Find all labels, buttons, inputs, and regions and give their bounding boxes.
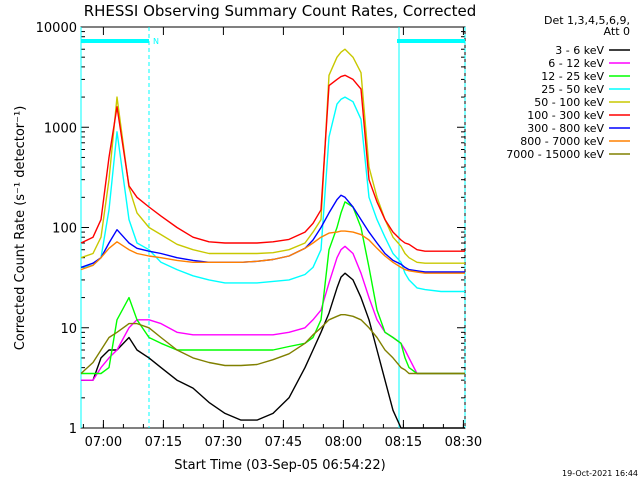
legend-entry-label: 800 - 7000 keV <box>520 135 604 148</box>
y-tick-label: 100 <box>52 222 77 237</box>
legend-entry-label: 3 - 6 keV <box>555 44 604 57</box>
legend-entry-label: 50 - 100 keV <box>534 96 604 109</box>
x-tick-label: 07:45 <box>265 435 302 450</box>
y-tick-label: 10 <box>60 322 77 337</box>
legend-entry-label: 12 - 25 keV <box>541 70 604 83</box>
plot-area: 1 10 100 1000 10000 07:00 07:15 07:30 07:45 08:00… <box>36 21 482 450</box>
series-line <box>80 194 465 273</box>
legend-entry-label: 300 - 800 keV <box>527 122 604 135</box>
legend-header: Det 1,3,4,5,6,9, <box>544 14 630 27</box>
x-tick-label: 08:00 <box>325 435 362 450</box>
x-tick-label: 07:00 <box>85 435 122 450</box>
series-line <box>80 230 465 274</box>
series-line <box>80 48 465 264</box>
legend-header: Att 0 <box>604 25 630 38</box>
x-tick-label: 08:30 <box>445 435 482 450</box>
legend-entry-label: 6 - 12 keV <box>548 57 604 70</box>
legend-entry-label: 25 - 50 keV <box>541 83 604 96</box>
x-axis-label: Start Time (03-Sep-05 06:54:22) <box>174 458 385 473</box>
timestamp-label: 19-Oct-2021 16:44 <box>562 469 638 478</box>
legend-entry-label: 7000 - 15000 keV <box>506 148 604 161</box>
y-tick-label: 1 <box>69 422 77 437</box>
night-marker: N <box>153 37 159 46</box>
chart-title: RHESSI Observing Summary Count Rates, Co… <box>84 2 477 20</box>
x-tick-label: 07:30 <box>205 435 242 450</box>
x-tick-label: 08:15 <box>385 435 422 450</box>
series-line <box>81 201 465 375</box>
y-axis-label: Corrected Count Rate (s⁻¹ detector⁻¹) <box>13 106 28 351</box>
y-tick-label: 1000 <box>44 121 77 136</box>
y-tick-label: 10000 <box>36 21 77 36</box>
series-line <box>81 272 465 429</box>
plot-frame <box>80 26 466 429</box>
series-line <box>80 74 465 252</box>
legend-entry-label: 100 - 300 keV <box>527 109 604 122</box>
series-line <box>80 314 465 375</box>
series-line <box>80 96 465 293</box>
x-tick-label: 07:15 <box>145 435 182 450</box>
